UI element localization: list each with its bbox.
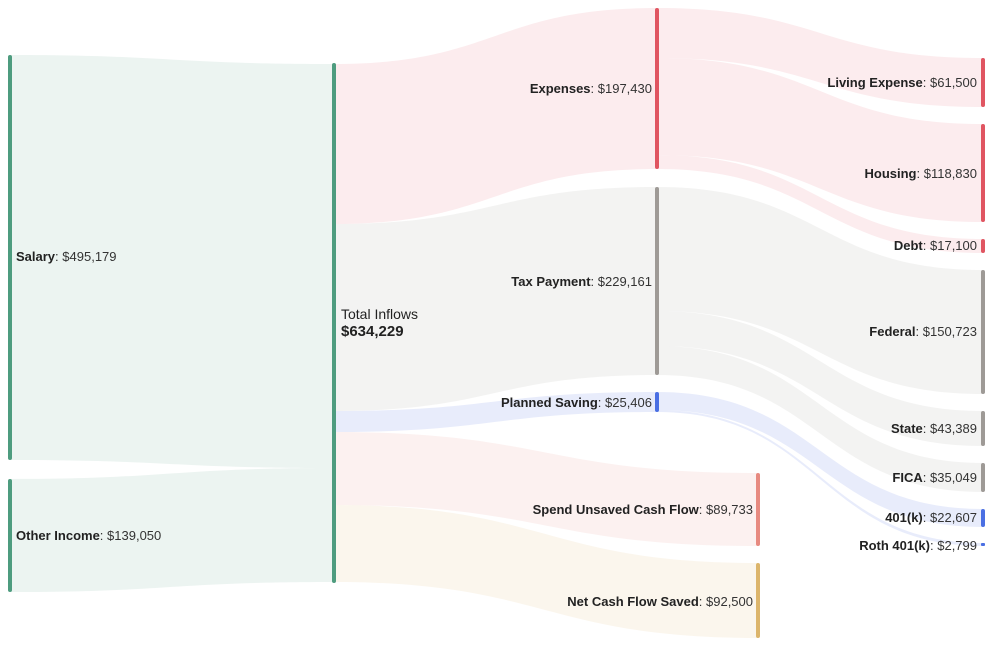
node-bar-401k[interactable] xyxy=(981,509,985,527)
label-net-saved-value: $92,500 xyxy=(706,594,753,609)
node-bar-tax-payment[interactable] xyxy=(655,187,659,375)
label-debt: Debt: $17,100 xyxy=(893,238,977,253)
node-bar-expenses[interactable] xyxy=(655,8,659,169)
link-salary-total[interactable] xyxy=(10,55,334,468)
label-401k-name: 401(k) xyxy=(885,510,923,525)
label-spend-unsaved: Spend Unsaved Cash Flow: $89,733 xyxy=(532,502,753,517)
link-total-net-saved[interactable] xyxy=(334,505,758,638)
label-other-income: Other Income: $139,050 xyxy=(16,528,162,543)
node-bar-debt[interactable] xyxy=(981,239,985,253)
label-debt-name: Debt xyxy=(893,238,923,253)
node-bar-total-inflows[interactable] xyxy=(332,63,336,583)
label-tax-payment: Tax Payment: $229,161 xyxy=(511,274,652,289)
node-bar-roth401k[interactable] xyxy=(981,543,985,546)
label-federal-name: Federal xyxy=(869,324,916,339)
link-total-spend-unsaved[interactable] xyxy=(334,432,758,546)
link-other-income-total[interactable] xyxy=(10,468,334,592)
label-housing-value: $118,830 xyxy=(923,166,977,181)
label-housing-name: Housing xyxy=(864,166,917,181)
label-expenses-name: Expenses xyxy=(529,81,591,96)
link-tax-federal[interactable] xyxy=(657,187,983,394)
label-planned-saving-value: $25,406 xyxy=(605,395,652,410)
label-roth401k: Roth 401(k): $2,799 xyxy=(859,538,977,553)
links xyxy=(10,8,983,638)
label-net-saved-name: Net Cash Flow Saved xyxy=(567,594,699,609)
link-saving-roth[interactable] xyxy=(657,410,983,546)
link-expenses-debt[interactable] xyxy=(657,155,983,253)
label-spend-unsaved-value: $89,733 xyxy=(706,502,753,517)
nodes xyxy=(8,8,985,638)
link-total-tax[interactable] xyxy=(334,187,657,411)
label-tax-payment-value: $229,161 xyxy=(597,274,652,289)
label-total-inflows-value: $634,229 xyxy=(341,323,404,340)
link-tax-state[interactable] xyxy=(657,311,983,446)
label-salary-name: Salary xyxy=(16,249,56,264)
label-fica: FICA: $35,049 xyxy=(892,470,977,485)
label-planned-saving: Planned Saving: $25,406 xyxy=(500,395,652,410)
label-spend-unsaved-name: Spend Unsaved Cash Flow xyxy=(532,502,699,517)
node-bar-salary[interactable] xyxy=(8,55,12,460)
label-net-saved: Net Cash Flow Saved: $92,500 xyxy=(567,594,753,609)
label-federal: Federal: $150,723 xyxy=(869,324,977,339)
node-bar-other-income[interactable] xyxy=(8,479,12,592)
label-federal-value: $150,723 xyxy=(922,324,977,339)
node-bar-spend-unsaved[interactable] xyxy=(756,473,760,546)
label-state-value: $43,389 xyxy=(930,421,977,436)
link-saving-401k[interactable] xyxy=(657,392,983,527)
link-expenses-living[interactable] xyxy=(657,8,983,107)
label-debt-value: $17,100 xyxy=(930,238,977,253)
label-other-income-name: Other Income xyxy=(16,528,100,543)
link-tax-fica[interactable] xyxy=(657,346,983,492)
label-total-inflows: Total Inflows $634,229 xyxy=(341,305,418,341)
label-roth401k-value: $2,799 xyxy=(937,538,977,553)
label-living-expense-value: $61,500 xyxy=(930,75,977,90)
node-bar-fica[interactable] xyxy=(981,463,985,492)
label-planned-saving-name: Planned Saving xyxy=(500,395,598,410)
label-housing: Housing: $118,830 xyxy=(864,166,978,181)
label-salary: Salary: $495,179 xyxy=(16,249,117,264)
label-state-name: State xyxy=(890,421,923,436)
label-401k: 401(k): $22,607 xyxy=(885,510,977,525)
node-bar-living-expense[interactable] xyxy=(981,58,985,107)
label-401k-value: $22,607 xyxy=(930,510,977,525)
label-state: State: $43,389 xyxy=(890,421,977,436)
label-salary-value: $495,179 xyxy=(62,249,117,264)
node-bar-state[interactable] xyxy=(981,411,985,446)
label-living-expense: Living Expense: $61,500 xyxy=(827,75,977,90)
label-fica-name: FICA xyxy=(892,470,923,485)
link-expenses-housing[interactable] xyxy=(657,58,983,222)
link-total-planned-saving[interactable] xyxy=(334,392,657,432)
node-bar-housing[interactable] xyxy=(981,124,985,222)
label-living-expense-name: Living Expense xyxy=(827,75,923,90)
label-expenses-value: $197,430 xyxy=(597,81,652,96)
node-bar-federal[interactable] xyxy=(981,270,985,394)
label-tax-payment-name: Tax Payment xyxy=(511,274,591,289)
node-bar-planned-saving[interactable] xyxy=(655,392,659,412)
node-bar-net-saved[interactable] xyxy=(756,563,760,638)
label-roth401k-name: Roth 401(k) xyxy=(859,538,930,553)
label-fica-value: $35,049 xyxy=(930,470,977,485)
label-other-income-value: $139,050 xyxy=(107,528,162,543)
label-total-inflows-name: Total Inflows xyxy=(341,306,419,322)
label-expenses: Expenses: $197,430 xyxy=(529,81,652,96)
link-total-expenses[interactable] xyxy=(334,8,657,224)
